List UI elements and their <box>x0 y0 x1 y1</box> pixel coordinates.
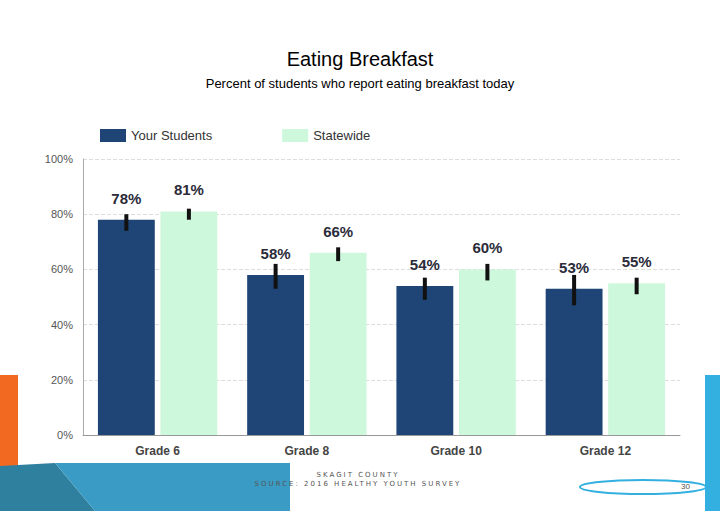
svg-text:60%: 60% <box>472 239 502 256</box>
svg-text:Grade 8: Grade 8 <box>285 444 330 458</box>
svg-text:58%: 58% <box>261 245 291 262</box>
svg-text:Grade 12: Grade 12 <box>580 444 632 458</box>
svg-text:53%: 53% <box>559 259 589 276</box>
svg-text:Eating Breakfast: Eating Breakfast <box>287 48 434 70</box>
svg-text:100%: 100% <box>45 153 73 165</box>
svg-text:78%: 78% <box>111 190 141 207</box>
svg-text:Statewide: Statewide <box>313 128 370 143</box>
svg-text:80%: 80% <box>51 208 73 220</box>
html-text:30: 30 <box>681 482 690 491</box>
svg-text:40%: 40% <box>51 319 73 331</box>
svg-text:Grade 10: Grade 10 <box>430 444 482 458</box>
svg-text:Your Students: Your Students <box>131 128 213 143</box>
html-text:SKAGIT COUNTY: SKAGIT COUNTY <box>316 471 400 479</box>
html-text:SOURCE: 2016 HEALTHY YOUTH SUR: SOURCE: 2016 HEALTHY YOUTH SURVEY <box>254 480 462 488</box>
svg-text:Percent of students who report: Percent of students who report eating br… <box>206 76 515 91</box>
svg-text:66%: 66% <box>323 223 353 240</box>
svg-text:0%: 0% <box>57 429 73 441</box>
svg-text:54%: 54% <box>410 256 440 273</box>
svg-text:60%: 60% <box>51 263 73 275</box>
svg-text:81%: 81% <box>174 181 204 198</box>
svg-text:55%: 55% <box>622 253 652 270</box>
svg-text:20%: 20% <box>51 374 73 386</box>
svg-text:Grade 6: Grade 6 <box>135 444 180 458</box>
